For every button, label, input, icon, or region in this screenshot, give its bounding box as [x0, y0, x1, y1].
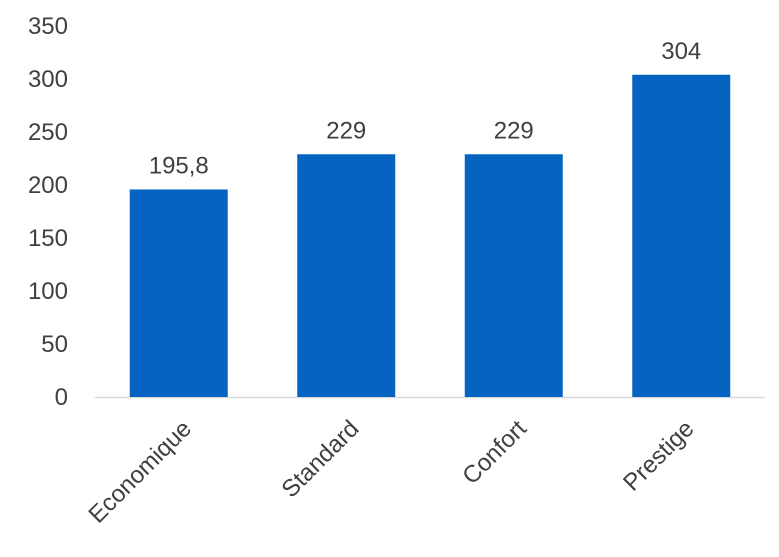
bar: [129, 189, 228, 397]
bar: [632, 74, 731, 397]
bar: [297, 154, 396, 397]
y-tick-label: 200: [28, 172, 68, 199]
y-tick-label: 150: [28, 225, 68, 252]
category-labels-group: Economique Standard Confort Prestige: [84, 415, 700, 529]
category-label: Prestige: [618, 415, 699, 496]
y-tick-label: 350: [28, 13, 68, 40]
bar-value-label: 195,8: [149, 152, 209, 179]
y-tick-label: 50: [41, 331, 68, 358]
bar-value-label: 304: [661, 38, 701, 65]
y-tick-label: 250: [28, 119, 68, 146]
bars-group: [129, 74, 731, 397]
y-tick-label: 100: [28, 278, 68, 305]
category-label: Confort: [457, 415, 532, 490]
y-tick-label: 300: [28, 66, 68, 93]
bar-value-label: 229: [494, 117, 534, 144]
category-label: Standard: [277, 415, 365, 503]
bar: [464, 154, 563, 397]
y-axis-tick-labels: 0 50 100 150 200 250 300 350: [28, 13, 68, 411]
y-tick-label: 0: [55, 384, 68, 411]
data-labels-group: 195,8 229 229 304: [149, 38, 702, 180]
category-label: Economique: [84, 415, 197, 528]
bar-value-label: 229: [326, 117, 366, 144]
